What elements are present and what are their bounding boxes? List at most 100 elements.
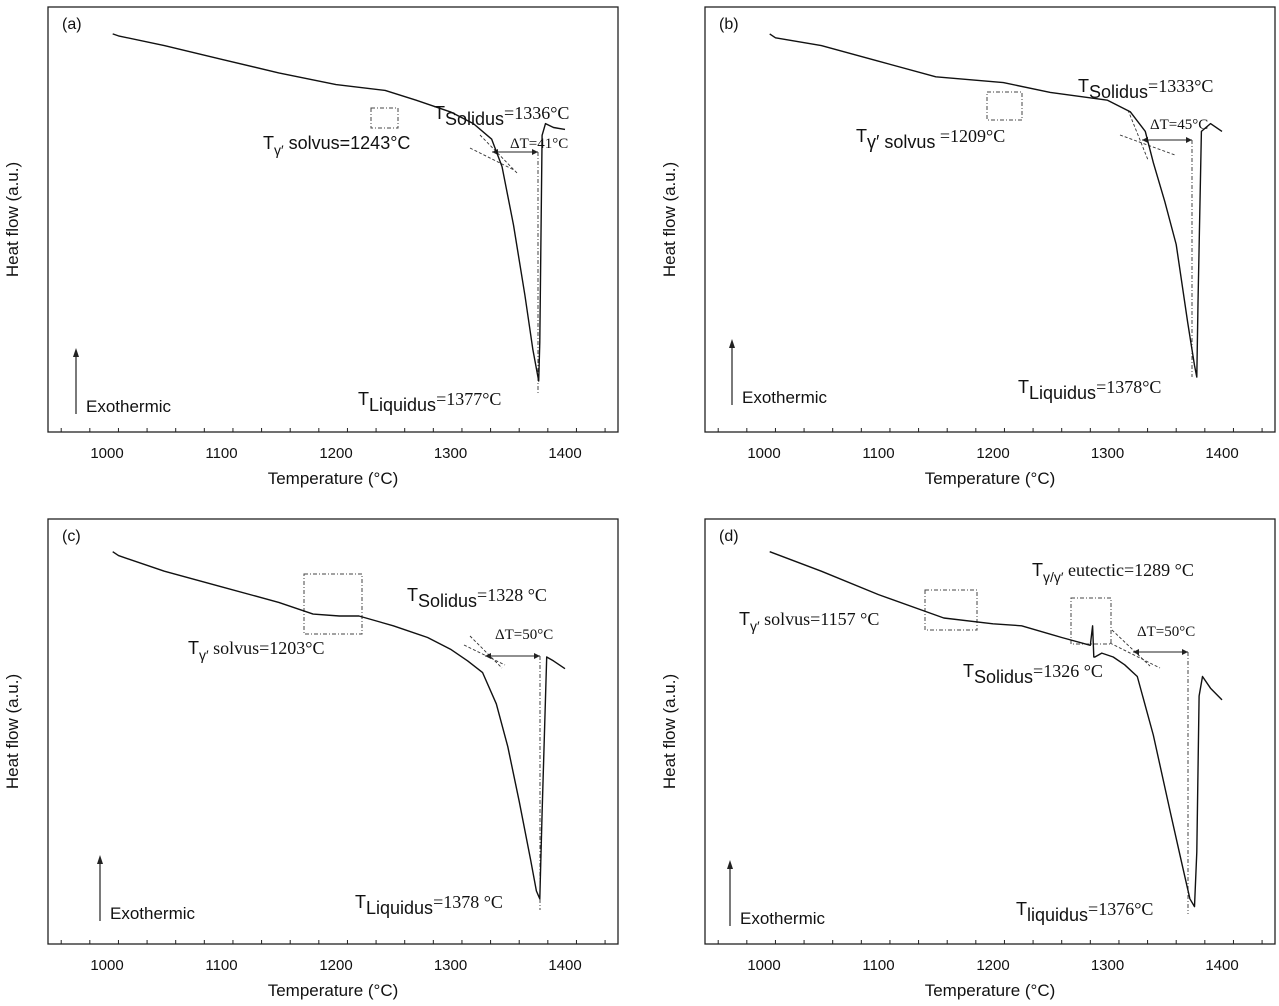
temperature-annotation: Tγ′ solvus=1203°C xyxy=(188,638,325,663)
x-tick-label: 1100 xyxy=(205,445,237,462)
arrowhead-right xyxy=(534,653,540,659)
annotation-subscript: Solidus xyxy=(1089,82,1148,102)
x-tick-label: 1400 xyxy=(548,445,581,462)
annotation-subscript: γ′ xyxy=(199,647,209,663)
highlight-box xyxy=(370,107,399,129)
x-tick-label: 1400 xyxy=(1205,445,1238,462)
temperature-annotation: TLiquidus=1378°C xyxy=(1018,377,1161,403)
dsc-curve xyxy=(769,551,1223,908)
x-tick-label: 1400 xyxy=(1205,957,1238,974)
x-tick-label: 1100 xyxy=(862,445,894,462)
annotation-value: =1326 °C xyxy=(1033,661,1103,681)
annotation-prefix: T xyxy=(355,892,366,912)
x-tick-label: 1100 xyxy=(205,957,237,974)
panel-a: (a) 1000 1100 1200 1300 1400 Temperature (°C) H… xyxy=(3,6,619,488)
delta-t-label: ΔT=50°C xyxy=(495,627,553,643)
x-tick-label: 1000 xyxy=(747,957,780,974)
arrowhead-right xyxy=(532,149,538,155)
temperature-annotation: Tliquidus=1376°C xyxy=(1016,899,1153,925)
plot-frame xyxy=(704,518,1276,945)
delta-t-label: ΔT=41°C xyxy=(510,136,568,152)
exothermic-arrowhead xyxy=(729,339,735,348)
y-axis-label: Heat flow (a.u.) xyxy=(3,162,22,277)
temperature-annotation: TSolidus=1336°C xyxy=(434,103,569,129)
annotation-value: solvus=1157 °C xyxy=(760,609,880,629)
tangent-line xyxy=(1111,629,1151,667)
temperature-annotation: TLiquidus=1378 °C xyxy=(355,892,503,918)
annotation-value: solvus=1203°C xyxy=(209,638,325,658)
tangent-line xyxy=(469,147,515,171)
annotation-value: eutectic=1289 °C xyxy=(1064,560,1194,580)
annotation-value: =1378°C xyxy=(1096,377,1161,397)
panel-label: (b) xyxy=(719,16,739,33)
x-tick-label: 1200 xyxy=(319,957,352,974)
temperature-annotation: TSolidus=1328 °C xyxy=(407,585,547,611)
tangent-line xyxy=(1109,642,1161,669)
annotation-value: =1328 °C xyxy=(477,585,547,605)
annotation-prefix: T xyxy=(263,133,274,153)
highlight-box xyxy=(924,589,978,631)
x-tick-label: 1300 xyxy=(434,957,467,974)
temperature-annotation: TSolidus=1326 °C xyxy=(963,661,1103,687)
temperature-annotation: Tγ′ solvus =1209°C xyxy=(856,126,1005,152)
annotation-value: solvus=1243°C xyxy=(284,133,411,153)
annotation-value: =1378 °C xyxy=(433,892,503,912)
annotation-subscript: Solidus xyxy=(974,667,1033,687)
tangent-line xyxy=(1127,109,1149,161)
delta-t-label: ΔT=45°C xyxy=(1150,117,1208,133)
annotation-prefix: T xyxy=(1018,377,1029,397)
highlight-box xyxy=(986,91,1023,121)
annotation-subscript: γ′ solvus xyxy=(867,132,935,152)
arrowhead-left xyxy=(485,653,491,659)
arrowhead-right xyxy=(1182,649,1188,655)
arrowhead-right xyxy=(1186,137,1192,143)
exothermic-arrowhead xyxy=(73,348,79,357)
annotation-subscript: γ′ xyxy=(750,618,760,634)
x-tick-label: 1400 xyxy=(548,957,581,974)
x-axis-label: Temperature (°C) xyxy=(925,469,1056,488)
dsc-curve xyxy=(112,33,566,382)
exothermic-label: Exothermic xyxy=(86,397,172,416)
panel-label: (a) xyxy=(62,16,82,33)
x-tick-label: 1000 xyxy=(90,445,123,462)
tangent-line xyxy=(469,635,503,669)
x-tick-label: 1200 xyxy=(976,445,1009,462)
annotation-prefix: T xyxy=(407,585,418,605)
annotation-value: =1376°C xyxy=(1088,899,1153,919)
tangent-line xyxy=(479,134,519,175)
panel-label: (d) xyxy=(719,528,739,545)
temperature-annotation: Tγ′ solvus=1157 °C xyxy=(739,609,879,634)
annotation-value: =1209°C xyxy=(935,126,1005,146)
plot-frame xyxy=(47,518,619,945)
highlight-box xyxy=(303,573,363,635)
exothermic-label: Exothermic xyxy=(742,388,828,407)
exothermic-arrowhead xyxy=(97,855,103,864)
annotation-prefix: T xyxy=(188,638,199,658)
y-axis-label: Heat flow (a.u.) xyxy=(660,674,679,789)
panel-b: (b) 1000 1100 1200 1300 1400 Temperature (°C) H… xyxy=(660,6,1276,488)
x-tick-label: 1000 xyxy=(747,445,780,462)
y-axis-label: Heat flow (a.u.) xyxy=(660,162,679,277)
annotation-subscript: liquidus xyxy=(1027,905,1088,925)
dsc-curve xyxy=(112,551,566,900)
dsc-curve xyxy=(769,33,1223,378)
annotation-subscript: Solidus xyxy=(445,109,504,129)
annotation-subscript: Liquidus xyxy=(369,395,436,415)
temperature-annotation: Tγ/γ′ eutectic=1289 °C xyxy=(1032,560,1194,585)
annotation-subscript: Liquidus xyxy=(1029,383,1096,403)
exothermic-label: Exothermic xyxy=(110,904,196,923)
panel-d: (d) 1000 1100 1200 1300 1400 Temperature (°C) H… xyxy=(660,518,1276,1000)
x-tick-label: 1200 xyxy=(976,957,1009,974)
temperature-annotation: TSolidus=1333°C xyxy=(1078,76,1213,102)
annotation-prefix: T xyxy=(739,609,750,629)
delta-t-label: ΔT=50°C xyxy=(1137,624,1195,640)
annotation-prefix: T xyxy=(358,389,369,409)
annotation-prefix: T xyxy=(963,661,974,681)
x-tick-label: 1300 xyxy=(1091,445,1124,462)
annotation-prefix: T xyxy=(434,103,445,123)
x-tick-label: 1100 xyxy=(862,957,894,974)
annotation-subscript: γ′ xyxy=(274,142,284,158)
exothermic-arrowhead xyxy=(727,860,733,869)
annotation-prefix: T xyxy=(856,126,867,146)
